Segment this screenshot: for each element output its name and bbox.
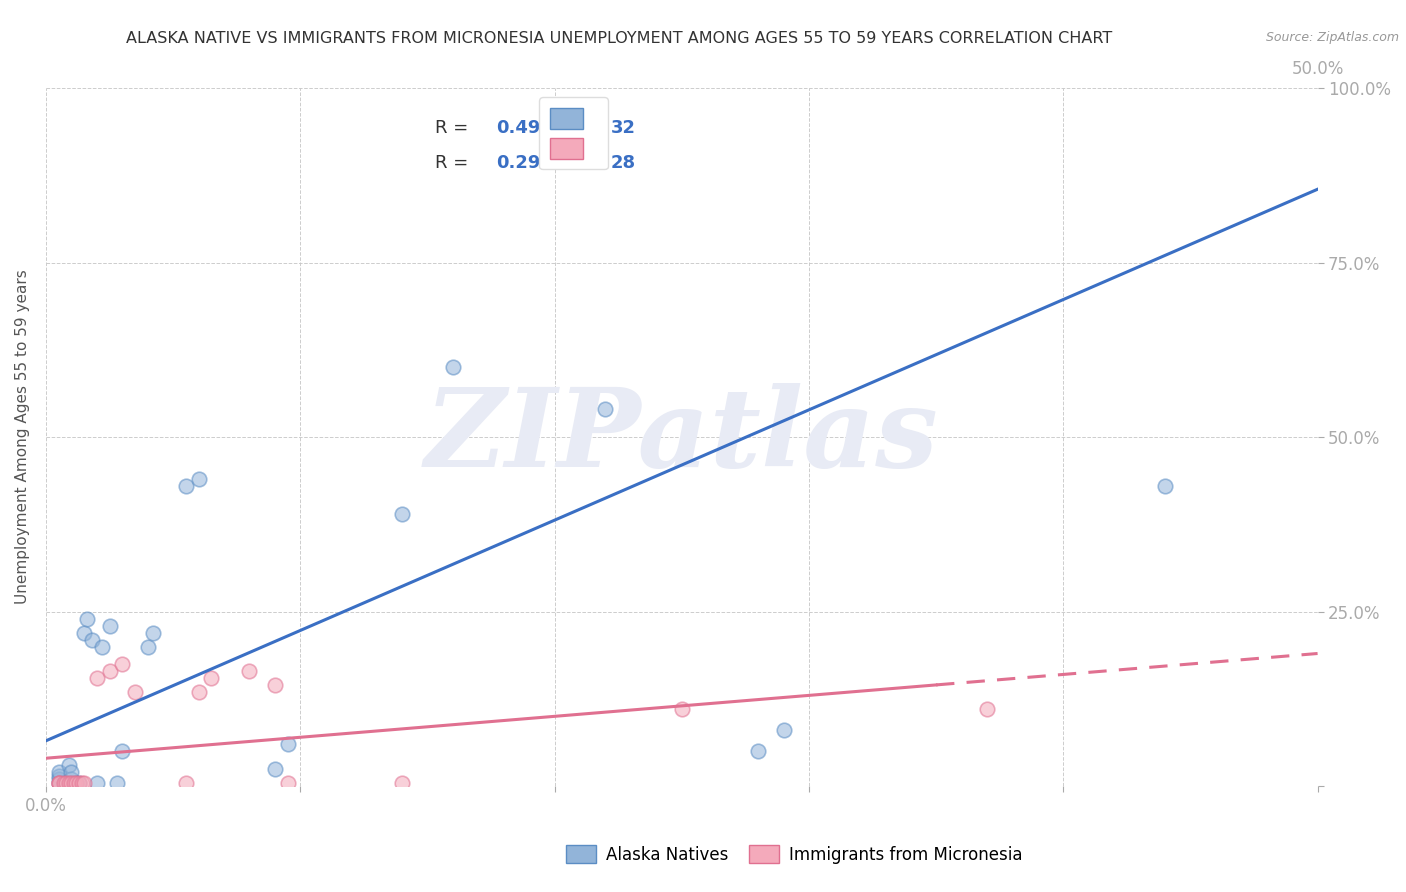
- Point: [65, 775, 87, 789]
- Point: [238, 664, 260, 678]
- Point: [52, 775, 75, 789]
- Point: [441, 360, 464, 375]
- Point: [55, 775, 77, 789]
- Point: [263, 678, 285, 692]
- Point: [76, 611, 98, 625]
- Point: [111, 657, 134, 671]
- Point: [142, 625, 165, 640]
- Point: [136, 640, 159, 654]
- Point: [671, 702, 693, 716]
- Point: [60, 775, 83, 789]
- Point: [80, 632, 103, 647]
- Point: [1154, 479, 1177, 493]
- Point: [976, 702, 998, 716]
- Point: [772, 723, 794, 738]
- Point: [48, 775, 70, 789]
- Point: [52, 775, 75, 789]
- Point: [263, 762, 285, 776]
- Point: [60, 772, 83, 787]
- Point: [111, 744, 134, 758]
- Text: N =: N =: [555, 154, 607, 172]
- Point: [48, 772, 70, 787]
- Point: [124, 685, 146, 699]
- Point: [73, 625, 96, 640]
- Point: [60, 775, 83, 789]
- Point: [73, 775, 96, 789]
- Point: [60, 765, 83, 780]
- Point: [98, 618, 121, 632]
- Point: [67, 775, 90, 789]
- Point: [58, 758, 80, 772]
- Point: [277, 737, 299, 751]
- Point: [277, 775, 299, 789]
- Text: 0.494: 0.494: [496, 120, 553, 137]
- Text: Source: ZipAtlas.com: Source: ZipAtlas.com: [1265, 31, 1399, 45]
- Point: [55, 775, 77, 789]
- Point: [187, 472, 209, 486]
- Text: 0.293: 0.293: [496, 154, 553, 172]
- Point: [200, 671, 222, 685]
- Legend: Alaska Natives, Immigrants from Micronesia: Alaska Natives, Immigrants from Micrones…: [560, 838, 1029, 871]
- Point: [595, 402, 617, 417]
- Text: N =: N =: [555, 120, 607, 137]
- Point: [747, 744, 769, 758]
- Point: [174, 479, 197, 493]
- Point: [90, 640, 112, 654]
- Text: ZIPatlas: ZIPatlas: [425, 384, 939, 491]
- Point: [48, 769, 70, 783]
- Point: [98, 664, 121, 678]
- Point: [187, 685, 209, 699]
- Point: [48, 775, 70, 789]
- Point: [48, 775, 70, 789]
- Text: 28: 28: [610, 154, 636, 172]
- Y-axis label: Unemployment Among Ages 55 to 59 years: Unemployment Among Ages 55 to 59 years: [15, 269, 30, 605]
- Text: 32: 32: [610, 120, 636, 137]
- Point: [70, 775, 93, 789]
- Point: [391, 775, 413, 789]
- Point: [391, 507, 413, 521]
- Point: [86, 775, 108, 789]
- Point: [63, 775, 86, 789]
- Legend: , : ,: [540, 97, 607, 169]
- Point: [174, 775, 197, 789]
- Point: [67, 775, 90, 789]
- Text: R =: R =: [434, 120, 474, 137]
- Text: ALASKA NATIVE VS IMMIGRANTS FROM MICRONESIA UNEMPLOYMENT AMONG AGES 55 TO 59 YEA: ALASKA NATIVE VS IMMIGRANTS FROM MICRONE…: [125, 31, 1112, 46]
- Point: [105, 775, 128, 789]
- Text: R =: R =: [434, 154, 474, 172]
- Point: [65, 775, 87, 789]
- Point: [86, 671, 108, 685]
- Point: [58, 775, 80, 789]
- Point: [48, 775, 70, 789]
- Point: [48, 765, 70, 780]
